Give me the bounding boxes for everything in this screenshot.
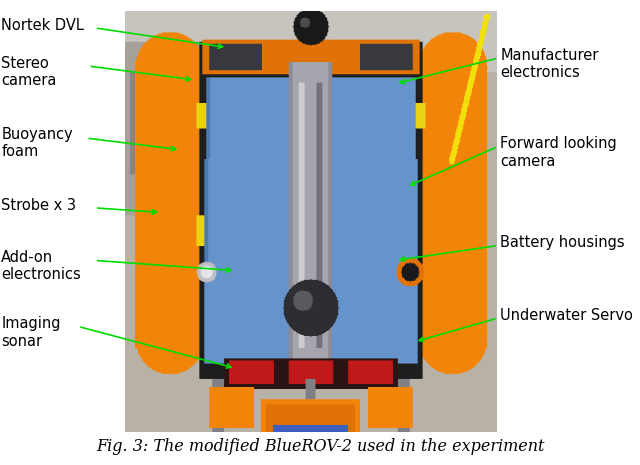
Text: Battery housings: Battery housings	[500, 235, 625, 250]
Text: Manufacturer
electronics: Manufacturer electronics	[500, 48, 599, 80]
Text: Strobe x 3: Strobe x 3	[1, 198, 76, 213]
Text: Fig. 3: The modified BlueROV-2 used in the experiment: Fig. 3: The modified BlueROV-2 used in t…	[96, 438, 544, 455]
Text: Add-on
electronics: Add-on electronics	[1, 250, 81, 282]
Text: Stereo
camera: Stereo camera	[1, 56, 57, 88]
Text: Imaging
sonar: Imaging sonar	[1, 316, 61, 349]
Text: Underwater Servo: Underwater Servo	[500, 308, 634, 323]
Text: Buoyancy
foam: Buoyancy foam	[1, 127, 73, 159]
Text: Nortek DVL: Nortek DVL	[1, 18, 84, 33]
Text: Forward looking
camera: Forward looking camera	[500, 136, 617, 169]
